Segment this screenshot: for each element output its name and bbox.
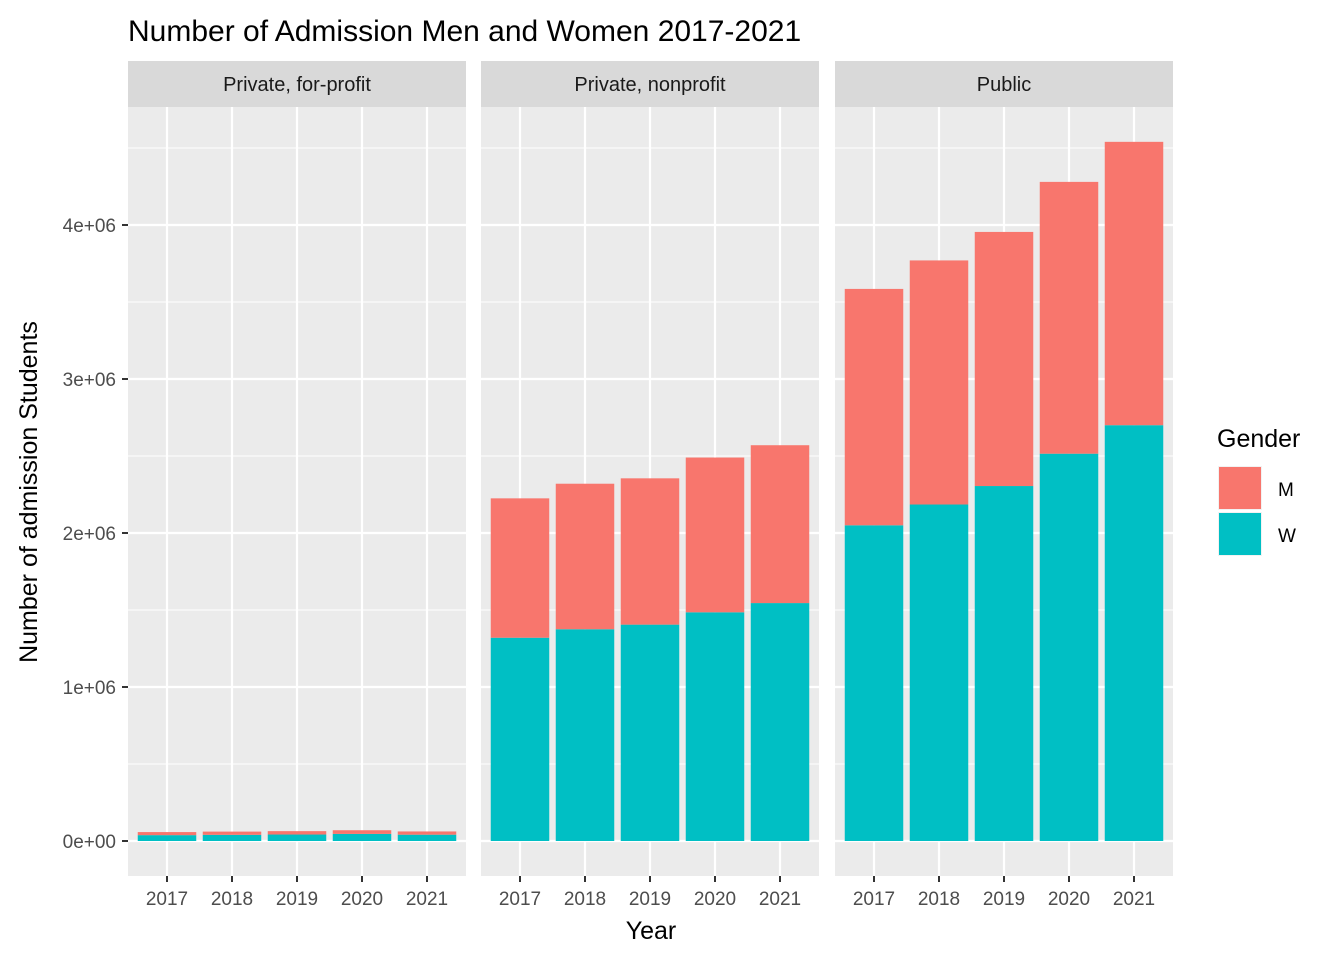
bar-segment-w — [490, 637, 550, 841]
bar-segment-m — [490, 498, 550, 638]
bar-segment-m — [685, 457, 745, 613]
facet-strip — [835, 61, 1173, 107]
legend-swatch-m — [1219, 467, 1261, 509]
bar-segment-m — [555, 483, 615, 630]
x-tick-label: 2017 — [853, 889, 895, 910]
x-tick-label: 2017 — [146, 889, 188, 910]
bar-segment-w — [974, 486, 1034, 841]
bar-segment-w — [202, 834, 262, 841]
x-tick-label: 2019 — [629, 889, 671, 910]
legend: Gender M W — [1217, 425, 1300, 556]
bar-segment-w — [844, 525, 904, 841]
y-tick-label: 3e+06 — [63, 370, 116, 391]
x-axis-title: Year — [626, 917, 677, 945]
bar-segment-m — [909, 260, 969, 505]
facet-panel: 2017 2018 2019 2020 2021 Private, nonprofit — [481, 61, 819, 910]
x-tick-label: 2019 — [983, 889, 1025, 910]
x-tick-label: 2018 — [564, 889, 606, 910]
x-tick-label: 2020 — [341, 889, 383, 910]
bar-segment-w — [1104, 425, 1164, 841]
legend-swatch-w — [1219, 513, 1261, 555]
x-tick-label: 2017 — [499, 889, 541, 910]
bar-segment-w — [750, 603, 810, 841]
bar-segment-w — [909, 504, 969, 841]
legend-title: Gender — [1217, 425, 1300, 453]
bar-segment-w — [332, 833, 392, 841]
bar-segment-m — [267, 831, 327, 835]
bar-segment-w — [555, 629, 615, 841]
x-tick-label: 2020 — [694, 889, 736, 910]
y-tick-label: 4e+06 — [63, 216, 116, 237]
x-tick-label: 2021 — [759, 889, 801, 910]
bar-segment-m — [620, 478, 680, 625]
legend-label: M — [1278, 480, 1294, 501]
bar-segment-m — [202, 831, 262, 835]
bar-segment-m — [137, 832, 197, 836]
facet-panel: 2017 2018 2019 2020 2021 Private, for-profit — [128, 61, 466, 910]
x-tick-label: 2021 — [1113, 889, 1155, 910]
bar-segment-m — [844, 288, 904, 526]
x-tick-label: 2021 — [406, 889, 448, 910]
facet-strip-label: Private, for-profit — [223, 74, 371, 96]
x-tick-label: 2018 — [918, 889, 960, 910]
bar-segment-m — [974, 231, 1034, 487]
y-axis: 0e+00 1e+06 2e+06 3e+06 4e+06 — [63, 216, 128, 853]
bar-segment-w — [685, 612, 745, 841]
bar-segment-m — [1104, 141, 1164, 426]
facet-strip — [128, 61, 466, 107]
x-tick-label: 2020 — [1048, 889, 1090, 910]
facet-panel: 2017 2018 2019 2020 2021 Public — [835, 61, 1173, 910]
bar-segment-w — [267, 834, 327, 841]
y-axis-title: Number of admission Students — [15, 321, 43, 663]
y-tick-label: 0e+00 — [63, 832, 116, 853]
bar-segment-m — [397, 831, 457, 835]
facet-strip — [481, 61, 819, 107]
x-tick-label: 2019 — [276, 889, 318, 910]
legend-label: W — [1278, 526, 1296, 547]
x-tick-label: 2018 — [211, 889, 253, 910]
facet-strip-label: Private, nonprofit — [574, 74, 726, 96]
bar-segment-w — [137, 835, 197, 841]
bar-segment-w — [620, 624, 680, 841]
bar-segment-w — [397, 834, 457, 841]
chart-title: Number of Admission Men and Women 2017-2… — [128, 15, 801, 48]
bar-segment-m — [332, 830, 392, 834]
y-tick-label: 2e+06 — [63, 524, 116, 545]
bar-segment-m — [750, 445, 810, 604]
bar-segment-m — [1039, 181, 1099, 454]
bar-segment-w — [1039, 453, 1099, 841]
y-tick-label: 1e+06 — [63, 678, 116, 699]
facet-strip-label: Public — [977, 74, 1031, 96]
